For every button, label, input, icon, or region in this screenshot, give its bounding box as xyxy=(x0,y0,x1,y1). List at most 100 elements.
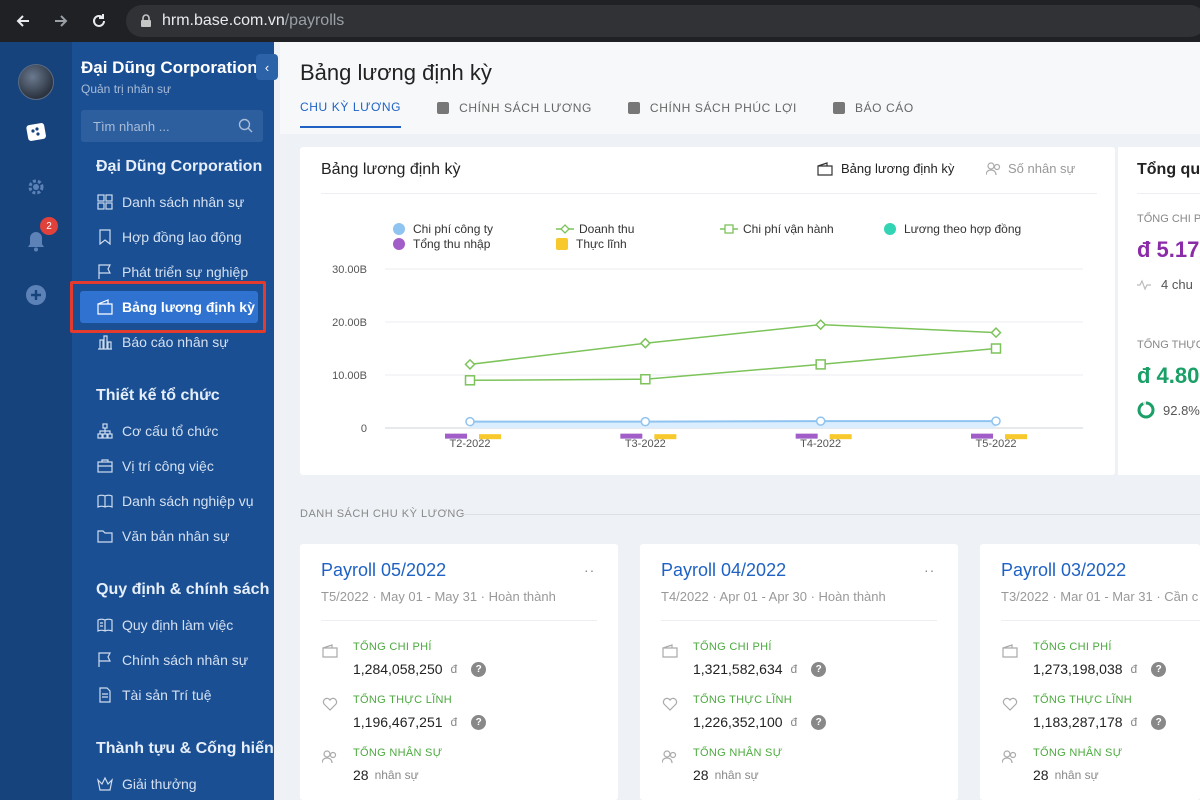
y-tick-label: 0 xyxy=(361,423,367,435)
sidebar-item-contracts[interactable]: Hợp đồng lao động xyxy=(80,221,258,253)
legend-swatch xyxy=(556,224,574,234)
sidebar-item-awards[interactable]: Giải thưởng xyxy=(80,768,258,800)
sidebar-item-label: Vị trí công việc xyxy=(122,458,214,474)
total-net-label: TỔNG THỰC xyxy=(1137,339,1200,351)
tab-payroll-cycles[interactable]: CHU KỲ LƯƠNG xyxy=(300,100,402,128)
point-1 xyxy=(990,327,1002,339)
sidebar-item-hr-documents[interactable]: Văn bản nhân sự xyxy=(80,520,258,552)
quick-search xyxy=(81,110,263,142)
more-options-icon[interactable]: ·· xyxy=(584,562,596,578)
payroll-title[interactable]: Payroll 03/2022 xyxy=(1001,560,1127,580)
x-tick-label: T2-2022 xyxy=(450,438,491,450)
rail-notifications[interactable] xyxy=(21,226,51,256)
payroll-card[interactable]: Payroll 04/2022 ·· T4/2022 · Apr 01 - Ap… xyxy=(640,544,958,800)
bar-5 xyxy=(829,434,852,440)
main-header: Bảng lương định kỳ CHU KỲ LƯƠNG CHÍNH SÁ… xyxy=(280,42,1200,134)
sidebar-item-work-rules[interactable]: Quy định làm việc xyxy=(80,609,258,641)
forward-button[interactable] xyxy=(46,6,76,36)
rail-home[interactable] xyxy=(21,116,51,146)
help-icon[interactable]: ? xyxy=(1151,661,1167,677)
quick-search-input[interactable] xyxy=(93,118,233,134)
legend-contract-salary[interactable]: Lương theo hợp đồng xyxy=(884,222,1021,236)
search-icon[interactable] xyxy=(238,118,253,138)
sidebar-item-hr-report[interactable]: Báo cáo nhân sự xyxy=(80,326,258,358)
rail-settings[interactable] xyxy=(21,172,51,202)
help-icon[interactable]: ? xyxy=(471,661,487,677)
payroll-chart-card: Bảng lương định kỳ Bảng lương định kỳ Số… xyxy=(300,147,1115,475)
total-cost-label: TỔNG CHI PHÍ xyxy=(693,641,772,653)
sidebar-item-label: Quy định làm việc xyxy=(122,617,234,633)
sidebar-item-hr-policies[interactable]: Chính sách nhân sự xyxy=(80,644,258,676)
payroll-title[interactable]: Payroll 05/2022 xyxy=(321,560,447,580)
address-bar[interactable]: hrm.base.com.vn/payrolls xyxy=(126,5,1200,37)
flag-icon xyxy=(96,651,114,669)
sidebar-item-job-positions[interactable]: Vị trí công việc xyxy=(80,450,258,482)
group-title-policies: Quy định & chính sách xyxy=(96,581,270,598)
tab-benefits-policy[interactable]: CHÍNH SÁCH PHÚC LỢI xyxy=(627,100,797,128)
point-0 xyxy=(815,416,826,426)
currency: đ xyxy=(1130,715,1138,729)
legend-net-pay[interactable]: Thực lĩnh xyxy=(556,237,627,251)
point-1 xyxy=(639,337,651,349)
net-pay-value: 1,183,287,178 đ? xyxy=(1033,714,1167,730)
card-separator xyxy=(661,620,937,621)
reload-button[interactable] xyxy=(84,6,114,36)
legend-revenue[interactable]: Doanh thu xyxy=(556,222,634,236)
url-path: /payrolls xyxy=(284,12,345,29)
sidebar-item-intellectual-property[interactable]: Tài sản Trí tuệ xyxy=(80,679,258,711)
sidebar-item-payroll[interactable]: Bảng lương định kỳ xyxy=(80,291,258,323)
rail-add[interactable] xyxy=(21,280,51,310)
net-percent: 92.8% xyxy=(1137,401,1200,419)
collapse-sidebar-button[interactable]: ‹ xyxy=(256,54,278,80)
sidebar-item-operations[interactable]: Danh sách nghiệp vụ xyxy=(80,485,258,517)
tab-salary-policy[interactable]: CHÍNH SÁCH LƯƠNG xyxy=(437,100,592,128)
line-0 xyxy=(470,420,996,423)
heart-icon xyxy=(661,696,679,712)
payroll-card[interactable]: Payroll 05/2022 ·· T5/2022 · May 01 - Ma… xyxy=(300,544,618,800)
toggle-payroll[interactable]: Bảng lương định kỳ xyxy=(817,161,954,176)
total-cost-value: 1,284,058,250 đ? xyxy=(353,661,487,677)
avatar[interactable] xyxy=(18,64,54,100)
sidebar-item-employee-list[interactable]: Danh sách nhân sự xyxy=(80,186,258,218)
payroll-title[interactable]: Payroll 04/2022 xyxy=(661,560,787,580)
card-separator xyxy=(1001,620,1200,621)
back-button[interactable] xyxy=(8,6,38,36)
currency: đ xyxy=(450,662,458,676)
sidebar-item-org-structure[interactable]: Cơ cấu tổ chức xyxy=(80,415,258,447)
tab-label: CHÍNH SÁCH PHÚC LỢI xyxy=(649,101,797,115)
point-0 xyxy=(991,416,1001,426)
more-options-icon[interactable]: ·· xyxy=(924,562,936,578)
help-icon[interactable]: ? xyxy=(471,714,487,730)
currency: đ xyxy=(1130,662,1138,676)
unit: nhân sự xyxy=(714,768,759,782)
briefcase-icon xyxy=(96,457,114,475)
sidebar-item-label: Báo cáo nhân sự xyxy=(122,334,229,350)
bar-5 xyxy=(479,434,501,440)
legend-swatch xyxy=(393,238,405,250)
total-cost-label: TỔNG CHI PHÍ xyxy=(1033,641,1112,653)
tab-reports[interactable]: BÁO CÁO xyxy=(832,100,914,128)
sidebar-item-label: Văn bản nhân sự xyxy=(122,528,230,544)
toggle-headcount[interactable]: Số nhân sự xyxy=(986,161,1075,176)
chevron-left-icon: ‹ xyxy=(264,59,270,75)
legend-total-income[interactable]: Tổng thu nhập xyxy=(393,237,490,251)
headcount-value: 28 nhân sự xyxy=(353,767,419,783)
legend-swatch xyxy=(556,238,568,250)
card-separator xyxy=(321,620,597,621)
bar-4 xyxy=(445,433,467,439)
point-2 xyxy=(990,343,1002,354)
net-pay-label: TỔNG THỰC LĨNH xyxy=(1033,694,1132,706)
sidebar-item-career[interactable]: Phát triển sự nghiệp xyxy=(80,256,258,288)
legend-operating-cost[interactable]: Chi phí vận hành xyxy=(720,222,834,236)
help-icon[interactable]: ? xyxy=(811,661,827,677)
legend-company-cost[interactable]: Chi phí công ty xyxy=(393,222,493,236)
x-tick-label: T3-2022 xyxy=(625,438,666,450)
payroll-card[interactable]: Payroll 03/2022 T3/2022 · Mar 01 - Mar 3… xyxy=(980,544,1200,800)
payroll-meta: T5/2022 · May 01 - May 31 · Hoàn thành xyxy=(321,589,556,604)
help-icon[interactable]: ? xyxy=(1151,714,1167,730)
point-2 xyxy=(640,373,651,385)
help-icon[interactable]: ? xyxy=(811,714,827,730)
total-cost-label: TỔNG CHI P xyxy=(1137,213,1200,225)
point-2 xyxy=(815,359,826,370)
legend-label: Chi phí công ty xyxy=(413,222,494,236)
